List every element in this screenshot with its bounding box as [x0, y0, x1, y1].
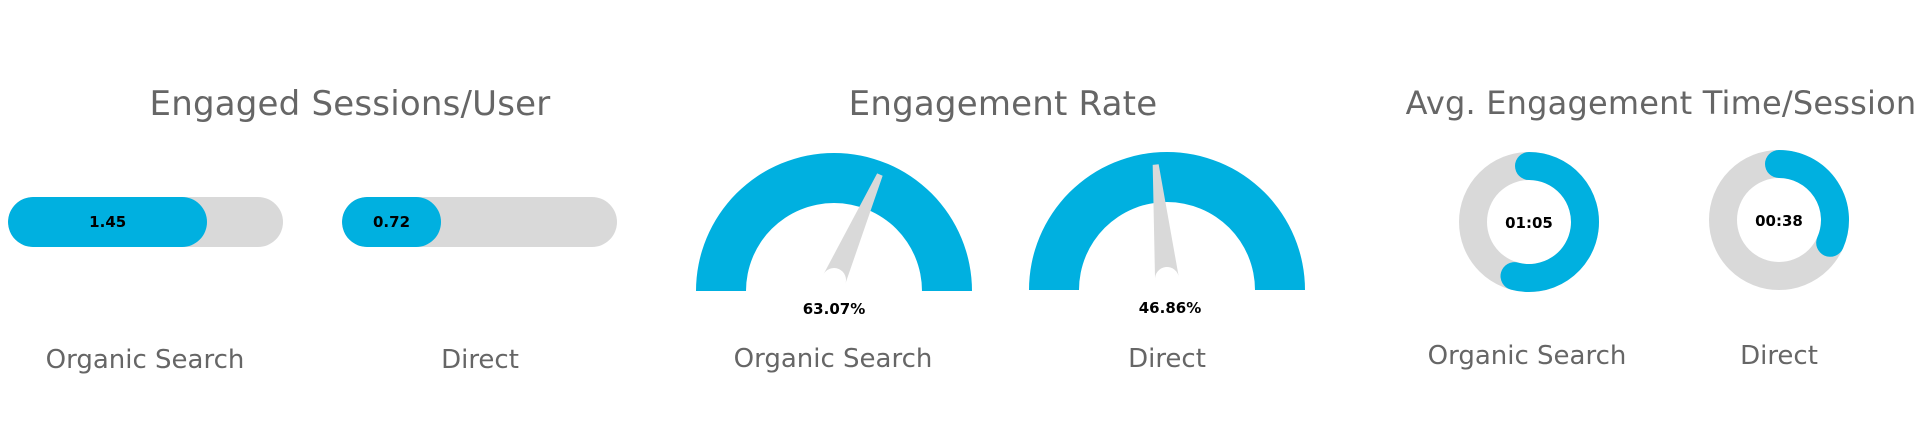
- organic-sessions-bar: [8, 197, 283, 247]
- organic-sessions-label: Organic Search: [45, 345, 245, 375]
- avg-engagement-time-title: Avg. Engagement Time/Session: [1405, 84, 1917, 122]
- direct-rate-needle: [1152, 164, 1179, 281]
- organic-sessions-value: 1.45: [89, 213, 127, 231]
- direct-sessions-value: 0.72: [372, 213, 411, 231]
- direct-time-donut-arc: [1765, 150, 1849, 257]
- organic-rate-gauge-arc: [696, 153, 972, 291]
- engaged-sessions-title: Engaged Sessions/User: [149, 84, 551, 124]
- direct-rate-gauge-arc: [1029, 152, 1305, 290]
- direct-time-value: 00:38: [1755, 212, 1803, 230]
- direct-rate-value: 46.86%: [1139, 299, 1201, 317]
- direct-sessions-label: Direct: [441, 345, 519, 375]
- organic-rate-needle: [822, 173, 883, 285]
- direct-time-donut: 00:38: [1709, 150, 1849, 290]
- organic-time-donut-arc: [1500, 152, 1599, 292]
- organic-sessions-bar-fill: [8, 197, 208, 247]
- organic-rate-value: 63.07%: [803, 300, 865, 318]
- organic-rate-gauge: 63.07%: [696, 153, 972, 318]
- organic-time-donut: 01:05: [1459, 152, 1599, 292]
- direct-time-label: Direct: [1740, 341, 1818, 371]
- organic-time-value: 01:05: [1505, 214, 1553, 232]
- direct-rate-gauge: 46.86%: [1029, 152, 1305, 317]
- organic-time-label: Organic Search: [1427, 341, 1627, 371]
- engagement-rate-title: Engagement Rate: [848, 84, 1158, 124]
- direct-rate-label: Direct: [1128, 344, 1206, 374]
- direct-sessions-bar: [342, 197, 617, 247]
- direct-sessions-bar-fill: [342, 197, 441, 247]
- organic-rate-label: Organic Search: [733, 344, 933, 374]
